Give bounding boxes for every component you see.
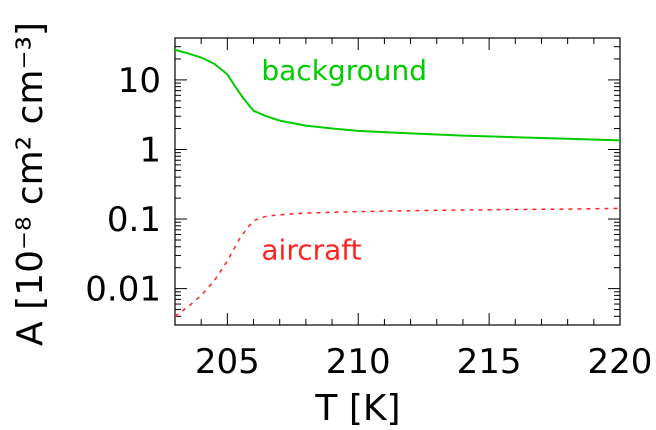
x-tick-label: 210 xyxy=(326,342,391,382)
annotation-layer: background aircraft xyxy=(261,54,427,267)
x-tick-label: 205 xyxy=(195,342,260,382)
x-tick-label: 220 xyxy=(588,342,653,382)
plot-frame xyxy=(174,37,621,326)
y-tick-label: 10 xyxy=(118,61,161,101)
y-tick-label: 0.1 xyxy=(107,200,161,240)
x-tick-label: 215 xyxy=(457,342,522,382)
series-line-aircraft xyxy=(174,207,621,317)
y-tick-label: 0.01 xyxy=(85,270,161,310)
series-label-background: background xyxy=(261,54,427,87)
series-line-background xyxy=(174,48,621,142)
y-axis-title: A [10⁻⁸ cm² cm⁻³] xyxy=(10,22,51,346)
y-tick-label: 1 xyxy=(139,130,161,170)
plot-border xyxy=(174,37,621,326)
ticks-layer xyxy=(174,37,621,326)
x-tick-labels: 205 210 215 220 xyxy=(195,342,653,382)
series-label-aircraft: aircraft xyxy=(261,234,361,267)
y-tick-labels: 0.01 0.1 1 10 xyxy=(85,61,161,310)
x-axis-title: T [K] xyxy=(314,388,400,429)
series-layer xyxy=(174,48,621,317)
